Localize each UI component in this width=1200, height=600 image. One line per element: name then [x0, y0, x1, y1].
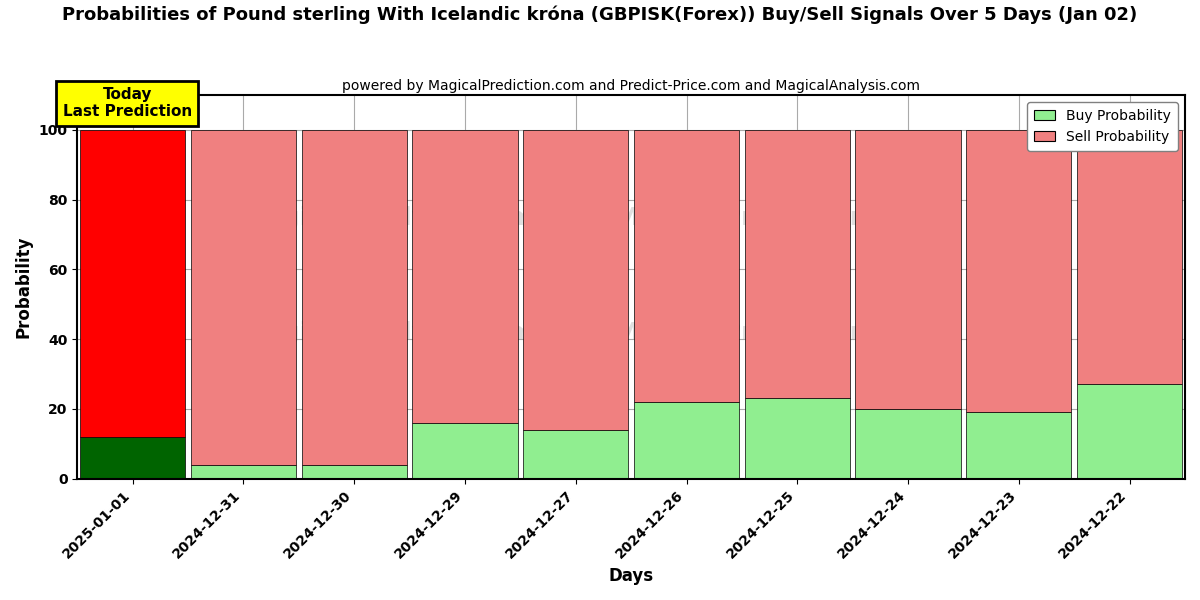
- Bar: [634, 130, 739, 402]
- Bar: [523, 430, 629, 479]
- X-axis label: Days: Days: [608, 567, 654, 585]
- Bar: [80, 437, 185, 479]
- Y-axis label: Probability: Probability: [14, 236, 32, 338]
- Bar: [1076, 130, 1182, 385]
- Bar: [856, 409, 961, 479]
- Title: powered by MagicalPrediction.com and Predict-Price.com and MagicalAnalysis.com: powered by MagicalPrediction.com and Pre…: [342, 79, 920, 92]
- Bar: [745, 398, 850, 479]
- Bar: [191, 464, 296, 479]
- Text: Today
Last Prediction: Today Last Prediction: [62, 87, 192, 119]
- Bar: [966, 412, 1072, 479]
- Bar: [523, 130, 629, 430]
- Bar: [191, 130, 296, 464]
- Bar: [301, 130, 407, 464]
- Bar: [856, 130, 961, 409]
- Bar: [413, 130, 517, 423]
- Bar: [80, 130, 185, 437]
- Legend: Buy Probability, Sell Probability: Buy Probability, Sell Probability: [1027, 102, 1178, 151]
- Bar: [413, 423, 517, 479]
- Bar: [301, 464, 407, 479]
- Text: Probabilities of Pound sterling With Icelandic króna (GBPISK(Forex)) Buy/Sell Si: Probabilities of Pound sterling With Ice…: [62, 6, 1138, 25]
- Text: MagicalPrediction.com: MagicalPrediction.com: [614, 206, 936, 230]
- Bar: [1076, 385, 1182, 479]
- Bar: [634, 402, 739, 479]
- Text: MagicalAnalysis.com: MagicalAnalysis.com: [240, 206, 534, 230]
- Bar: [745, 130, 850, 398]
- Text: MagicalAnalysis.com: MagicalAnalysis.com: [240, 321, 534, 345]
- Text: MagicalPrediction.com: MagicalPrediction.com: [614, 321, 936, 345]
- Bar: [966, 130, 1072, 412]
